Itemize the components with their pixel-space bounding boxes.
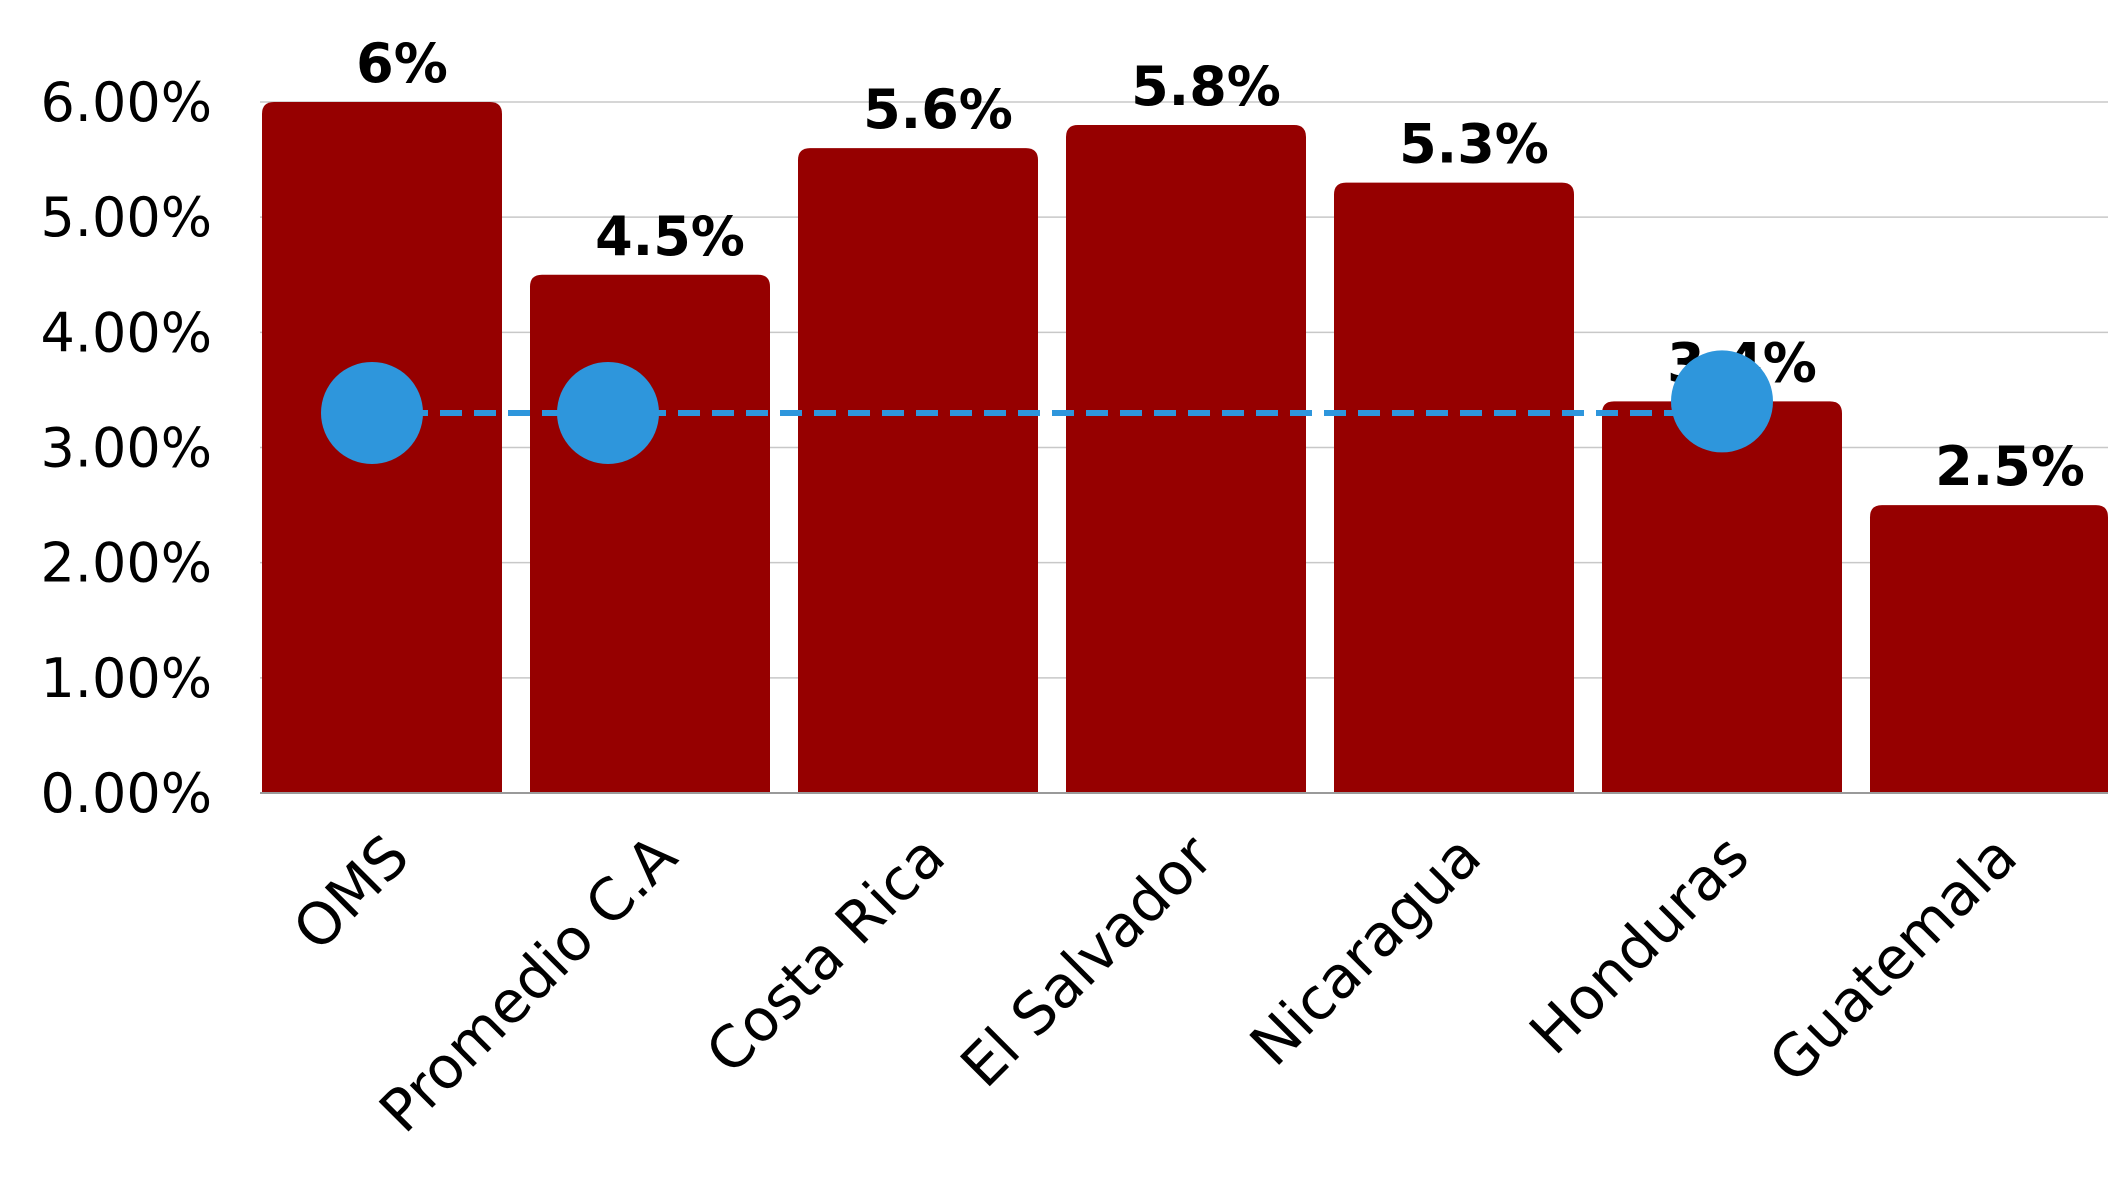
data-label: 5.8%: [1131, 55, 1281, 118]
overlay-marker: [321, 361, 423, 464]
data-label: 4.5%: [595, 205, 745, 268]
category-label: Nicaragua: [1237, 822, 1494, 1079]
y-tick-label: 6.00%: [40, 71, 212, 134]
category-label: Guatemala: [1756, 822, 2030, 1096]
y-axis-tick-labels: 0.00% 1.00% 2.00% 3.00% 4.00% 5.00% 6.00%: [40, 71, 212, 825]
category-label: Honduras: [1517, 822, 1762, 1067]
y-tick-label: 4.00%: [40, 301, 212, 364]
y-tick-label: 0.00%: [40, 762, 212, 825]
y-tick-label: 2.00%: [40, 532, 212, 595]
bar: [1066, 125, 1306, 794]
overlay-marker: [1671, 350, 1773, 453]
bar: [1334, 182, 1574, 793]
y-tick-label: 3.00%: [40, 417, 212, 480]
data-label: 2.5%: [1935, 435, 2085, 498]
data-label: 6%: [356, 32, 448, 95]
overlay-line: [321, 350, 1773, 464]
category-label: Costa Rica: [693, 822, 958, 1087]
category-label: OMS: [280, 822, 422, 964]
bar: [1870, 505, 2108, 793]
bar: [798, 148, 1038, 794]
overlay-marker: [557, 361, 659, 464]
bar: [1602, 401, 1842, 793]
bar: [530, 274, 770, 793]
data-label: 5.6%: [863, 78, 1013, 141]
y-tick-label: 1.00%: [40, 647, 212, 710]
data-label: 5.3%: [1399, 113, 1549, 176]
y-tick-label: 5.00%: [40, 186, 212, 249]
category-label: El Salvador: [948, 822, 1226, 1100]
bars: [262, 102, 2108, 794]
